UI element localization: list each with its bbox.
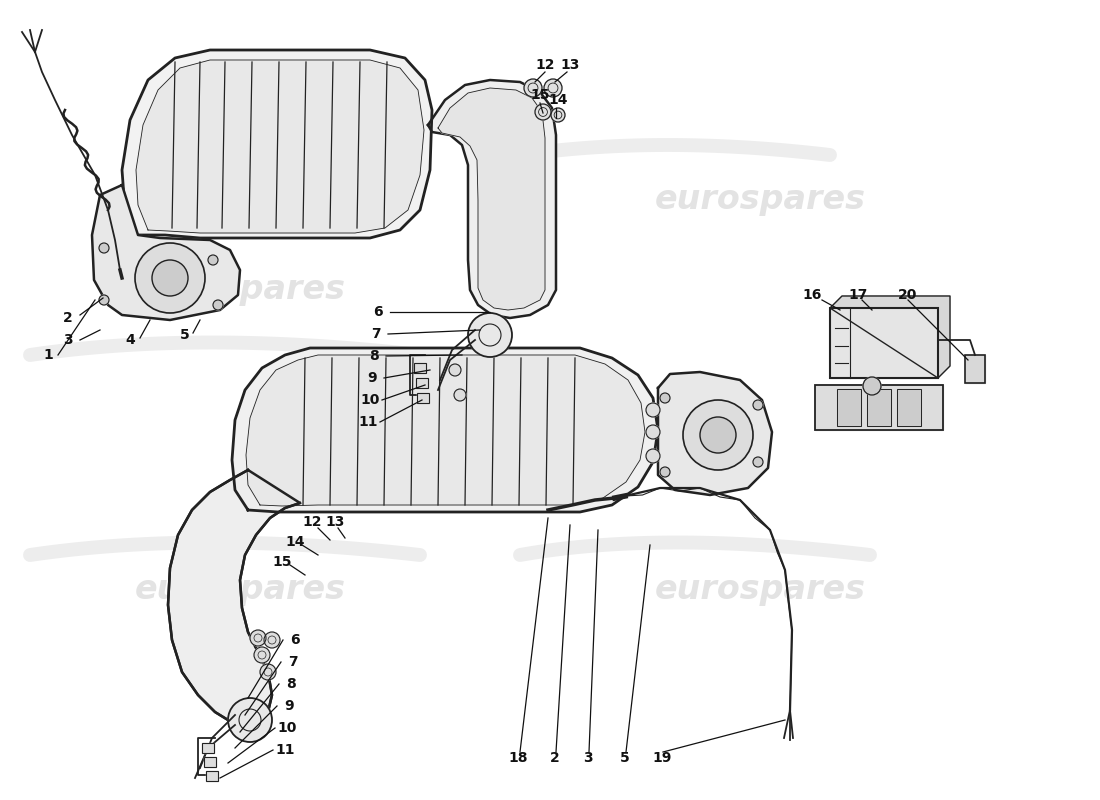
- Text: 9: 9: [284, 699, 294, 713]
- Text: 3: 3: [583, 751, 593, 765]
- Circle shape: [99, 295, 109, 305]
- Circle shape: [535, 104, 551, 120]
- Text: 20: 20: [899, 288, 917, 302]
- Text: 7: 7: [371, 327, 381, 341]
- Text: 9: 9: [367, 371, 377, 385]
- FancyBboxPatch shape: [896, 389, 922, 426]
- FancyBboxPatch shape: [414, 362, 427, 374]
- Text: 15: 15: [273, 555, 292, 569]
- Circle shape: [99, 243, 109, 253]
- Polygon shape: [232, 348, 658, 512]
- FancyBboxPatch shape: [204, 757, 217, 767]
- Circle shape: [454, 389, 466, 401]
- Polygon shape: [246, 355, 645, 506]
- Text: 10: 10: [361, 393, 379, 407]
- Circle shape: [754, 400, 763, 410]
- Text: 14: 14: [285, 535, 305, 549]
- FancyBboxPatch shape: [206, 770, 218, 782]
- Text: eurospares: eurospares: [134, 274, 345, 306]
- Polygon shape: [136, 60, 424, 233]
- Text: 15: 15: [530, 88, 550, 102]
- FancyBboxPatch shape: [867, 389, 891, 426]
- Circle shape: [468, 313, 512, 357]
- Circle shape: [864, 377, 881, 395]
- Text: 17: 17: [848, 288, 868, 302]
- Text: 2: 2: [63, 311, 73, 325]
- Text: 1: 1: [43, 348, 53, 362]
- Polygon shape: [658, 372, 772, 495]
- Text: 19: 19: [652, 751, 672, 765]
- Polygon shape: [168, 470, 300, 725]
- Circle shape: [683, 400, 754, 470]
- Circle shape: [660, 467, 670, 477]
- FancyBboxPatch shape: [416, 378, 428, 388]
- Text: 4: 4: [125, 333, 135, 347]
- Text: 10: 10: [277, 721, 297, 735]
- Text: eurospares: eurospares: [134, 574, 345, 606]
- Circle shape: [754, 457, 763, 467]
- Text: 14: 14: [548, 93, 568, 107]
- Circle shape: [135, 243, 205, 313]
- Text: 5: 5: [620, 751, 630, 765]
- Text: 13: 13: [326, 515, 344, 529]
- FancyBboxPatch shape: [201, 742, 214, 754]
- Polygon shape: [830, 296, 950, 378]
- Text: 16: 16: [802, 288, 822, 302]
- Text: 8: 8: [370, 349, 378, 363]
- FancyBboxPatch shape: [829, 308, 938, 378]
- Circle shape: [250, 630, 266, 646]
- Circle shape: [524, 79, 542, 97]
- Text: eurospares: eurospares: [654, 183, 866, 217]
- Circle shape: [213, 300, 223, 310]
- Circle shape: [700, 417, 736, 453]
- Text: eurospares: eurospares: [654, 574, 866, 606]
- Text: 12: 12: [302, 515, 321, 529]
- Polygon shape: [428, 80, 556, 318]
- Text: 11: 11: [275, 743, 295, 757]
- Circle shape: [660, 393, 670, 403]
- Text: 7: 7: [288, 655, 298, 669]
- Text: 6: 6: [290, 633, 300, 647]
- Text: 2: 2: [550, 751, 560, 765]
- FancyBboxPatch shape: [837, 389, 861, 426]
- FancyBboxPatch shape: [965, 354, 986, 383]
- Circle shape: [544, 79, 562, 97]
- Circle shape: [254, 647, 270, 663]
- Text: 11: 11: [359, 415, 377, 429]
- Text: 5: 5: [180, 328, 190, 342]
- Circle shape: [264, 632, 280, 648]
- Circle shape: [551, 108, 565, 122]
- Polygon shape: [122, 50, 432, 238]
- FancyBboxPatch shape: [417, 393, 429, 403]
- FancyBboxPatch shape: [815, 385, 944, 430]
- Text: 13: 13: [560, 58, 580, 72]
- Polygon shape: [438, 88, 544, 310]
- Circle shape: [260, 664, 276, 680]
- Text: 6: 6: [373, 305, 383, 319]
- Text: 8: 8: [286, 677, 296, 691]
- Circle shape: [646, 449, 660, 463]
- Text: 18: 18: [508, 751, 528, 765]
- Text: 12: 12: [536, 58, 554, 72]
- Circle shape: [646, 403, 660, 417]
- Circle shape: [646, 425, 660, 439]
- Circle shape: [152, 260, 188, 296]
- Text: 3: 3: [63, 333, 73, 347]
- Circle shape: [228, 698, 272, 742]
- Circle shape: [449, 364, 461, 376]
- Polygon shape: [92, 185, 240, 320]
- Circle shape: [208, 255, 218, 265]
